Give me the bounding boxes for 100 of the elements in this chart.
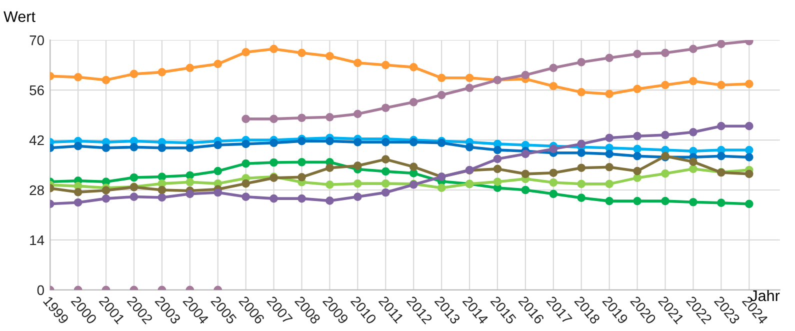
point bbox=[326, 136, 334, 146]
y-tick-label: 0 bbox=[37, 285, 44, 296]
point bbox=[186, 171, 194, 180]
point bbox=[744, 170, 754, 178]
point bbox=[661, 130, 670, 140]
point bbox=[326, 196, 334, 205]
y-tick-label: 70 bbox=[30, 35, 44, 46]
point bbox=[493, 164, 502, 174]
point bbox=[465, 74, 474, 82]
point bbox=[102, 186, 110, 195]
point bbox=[744, 200, 754, 208]
point bbox=[577, 140, 586, 148]
point bbox=[633, 132, 642, 140]
point bbox=[661, 48, 670, 58]
point bbox=[549, 64, 558, 72]
point bbox=[130, 192, 138, 201]
point bbox=[381, 104, 390, 112]
point bbox=[521, 150, 530, 158]
point bbox=[326, 112, 334, 122]
point bbox=[74, 73, 82, 82]
point bbox=[242, 114, 250, 124]
point bbox=[354, 138, 362, 146]
point bbox=[381, 167, 390, 176]
point bbox=[605, 180, 614, 188]
point bbox=[577, 164, 586, 172]
point bbox=[633, 84, 642, 94]
point bbox=[577, 58, 586, 66]
point bbox=[186, 178, 194, 186]
point bbox=[409, 162, 418, 171]
point bbox=[633, 174, 642, 182]
point bbox=[270, 194, 278, 203]
point bbox=[744, 152, 754, 162]
point bbox=[549, 178, 558, 187]
point bbox=[549, 168, 558, 178]
point bbox=[549, 190, 558, 198]
point bbox=[74, 142, 82, 150]
point bbox=[689, 44, 698, 54]
point bbox=[186, 64, 194, 72]
point bbox=[298, 114, 306, 122]
y-axis-title: Wert bbox=[4, 11, 36, 22]
point bbox=[326, 52, 334, 60]
point bbox=[242, 192, 250, 201]
point bbox=[130, 70, 138, 78]
point bbox=[381, 188, 390, 197]
point bbox=[493, 146, 502, 154]
point bbox=[689, 76, 698, 86]
point bbox=[130, 173, 138, 182]
y-tick-label: 56 bbox=[30, 85, 44, 96]
point bbox=[270, 44, 278, 54]
point bbox=[158, 68, 166, 76]
point bbox=[633, 196, 642, 206]
point bbox=[521, 170, 530, 178]
point bbox=[717, 152, 726, 160]
point bbox=[102, 194, 110, 203]
point bbox=[270, 114, 278, 124]
point bbox=[74, 198, 82, 207]
point bbox=[214, 188, 222, 197]
point bbox=[214, 140, 222, 150]
point bbox=[605, 54, 614, 62]
point bbox=[549, 82, 558, 90]
point bbox=[633, 50, 642, 58]
point bbox=[577, 88, 586, 96]
point bbox=[130, 142, 138, 152]
point bbox=[354, 192, 362, 201]
point bbox=[437, 184, 446, 192]
point bbox=[689, 198, 698, 206]
point bbox=[689, 158, 698, 166]
point bbox=[158, 172, 166, 181]
point bbox=[549, 144, 558, 154]
point bbox=[270, 138, 278, 148]
point bbox=[605, 90, 614, 98]
point bbox=[381, 155, 390, 164]
point bbox=[493, 178, 502, 186]
point bbox=[605, 162, 614, 172]
point bbox=[717, 80, 726, 90]
point bbox=[689, 128, 698, 136]
point bbox=[577, 194, 586, 202]
point bbox=[158, 186, 166, 194]
point bbox=[465, 84, 474, 92]
y-tick-label: 42 bbox=[29, 135, 44, 146]
point bbox=[102, 76, 110, 84]
point bbox=[186, 144, 194, 152]
point bbox=[409, 63, 418, 72]
point bbox=[326, 180, 334, 189]
point bbox=[242, 159, 250, 168]
point bbox=[158, 144, 166, 152]
point bbox=[633, 166, 642, 176]
point bbox=[74, 188, 82, 196]
point bbox=[521, 70, 530, 80]
point bbox=[465, 142, 474, 152]
point bbox=[298, 172, 306, 182]
point bbox=[298, 194, 306, 203]
point bbox=[409, 98, 418, 106]
point bbox=[214, 60, 222, 68]
point bbox=[354, 110, 362, 118]
point bbox=[744, 80, 754, 88]
point bbox=[242, 48, 250, 56]
point bbox=[744, 122, 754, 130]
point bbox=[326, 164, 334, 172]
point bbox=[437, 90, 446, 100]
